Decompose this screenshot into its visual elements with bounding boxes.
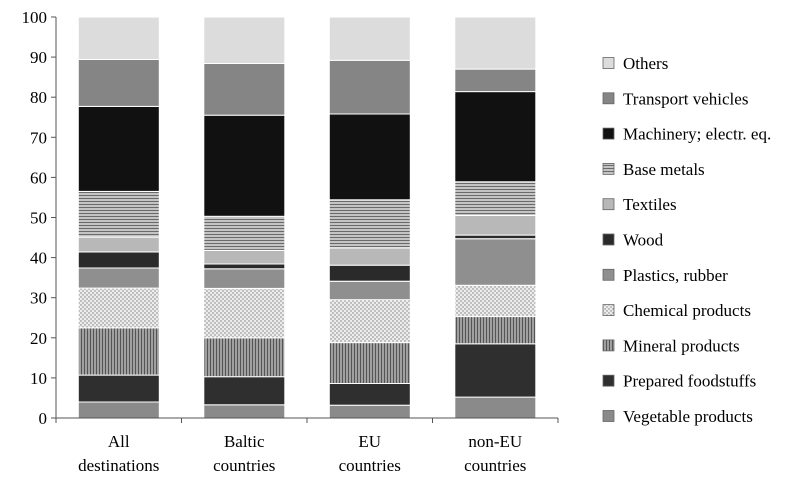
y-tick-label: 100 — [22, 8, 48, 27]
bar-segment — [454, 68, 537, 93]
bar-segment — [203, 16, 286, 64]
y-tick-label: 10 — [30, 369, 47, 388]
y-tick-label: 70 — [30, 128, 47, 147]
bar-segment — [203, 404, 286, 419]
bar-segment — [328, 247, 411, 266]
legend: Others Transport vehicles Machinery; elect… — [602, 54, 771, 426]
bar-segment — [203, 376, 286, 406]
bar-segment — [77, 327, 160, 376]
bar-segment — [203, 63, 286, 116]
legend-swatch — [602, 162, 615, 175]
bar-segment — [328, 342, 411, 385]
bar-segment — [454, 91, 537, 183]
category-label: countries — [464, 456, 526, 475]
legend-label: Wood — [623, 231, 664, 250]
y-axis: 0 10 20 30 40 50 60 70 80 90 100 — [22, 8, 57, 428]
bar-segment — [328, 113, 411, 201]
legend-swatch — [602, 339, 615, 352]
bar-segment — [77, 236, 160, 253]
bar-segment — [77, 16, 160, 60]
bar-segment — [77, 251, 160, 269]
bar-segment — [454, 238, 537, 286]
legend-swatch — [602, 374, 615, 387]
legend-swatch — [602, 304, 615, 317]
legend-label: Base metals — [623, 160, 705, 179]
y-tick-label: 30 — [30, 289, 47, 308]
y-tick-label: 20 — [30, 329, 47, 348]
bar-segment — [77, 190, 160, 238]
bar-segment — [454, 343, 537, 398]
bar-segment — [203, 337, 286, 378]
y-tick-label: 40 — [30, 249, 47, 268]
bar-segment — [454, 16, 537, 70]
legend-label: Prepared foodstuffs — [623, 372, 756, 391]
y-tick-label: 0 — [39, 409, 48, 428]
plot-area — [77, 16, 537, 419]
bar-segment — [203, 215, 286, 251]
bar-segment — [77, 287, 160, 329]
bar-segment — [454, 234, 537, 240]
bar-segment — [328, 280, 411, 301]
category-label: countries — [213, 456, 275, 475]
legend-label: Mineral products — [623, 336, 740, 355]
bar-segment — [328, 59, 411, 115]
bar-segment — [203, 268, 286, 289]
legend-label: Transport vehicles — [623, 89, 748, 108]
legend-swatch — [602, 127, 615, 140]
bar-segment — [328, 404, 411, 419]
bar-segment — [328, 199, 411, 249]
legend-swatch — [602, 268, 615, 281]
y-tick-label: 90 — [30, 48, 47, 67]
legend-label: Others — [623, 54, 668, 73]
bar-segment — [77, 401, 160, 419]
category-label: Baltic — [224, 432, 265, 451]
x-axis: All destinations Baltic countries EU countrie… — [55, 417, 559, 475]
legend-label: Textiles — [623, 195, 677, 214]
category-label: countries — [339, 456, 401, 475]
bar-segment — [203, 114, 286, 217]
category-label: EU — [358, 432, 381, 451]
category-label: non-EU — [468, 432, 522, 451]
bar-segment — [454, 215, 537, 236]
bar-segment — [328, 16, 411, 61]
y-tick-label: 60 — [30, 168, 47, 187]
bar-segment — [203, 288, 286, 339]
bar-segment — [77, 374, 160, 403]
legend-label: Chemical products — [623, 301, 751, 320]
bar-segment — [77, 59, 160, 107]
bar-segment — [203, 249, 286, 265]
legend-label: Vegetable products — [623, 407, 753, 426]
bar-segment — [77, 267, 160, 289]
bar-segment — [203, 263, 286, 270]
legend-swatch — [602, 410, 615, 422]
category-label: All — [108, 432, 130, 451]
bar-segment — [454, 396, 537, 419]
bar-segment — [77, 105, 160, 192]
legend-swatch — [602, 92, 615, 105]
y-tick-label: 80 — [30, 88, 47, 107]
legend-swatch — [602, 233, 615, 246]
category-label: destinations — [78, 456, 159, 475]
bar-segment — [328, 264, 411, 282]
bar-segment — [454, 181, 537, 217]
legend-swatch — [602, 198, 615, 211]
legend-swatch — [602, 57, 615, 69]
bar-segment — [454, 316, 537, 345]
legend-label: Plastics, rubber — [623, 266, 728, 285]
y-tick-label: 50 — [30, 209, 47, 228]
bar-segment — [328, 383, 411, 406]
bar-segment — [454, 284, 537, 318]
bar-segment — [328, 299, 411, 344]
legend-label: Machinery; electr. eq. — [623, 125, 771, 144]
